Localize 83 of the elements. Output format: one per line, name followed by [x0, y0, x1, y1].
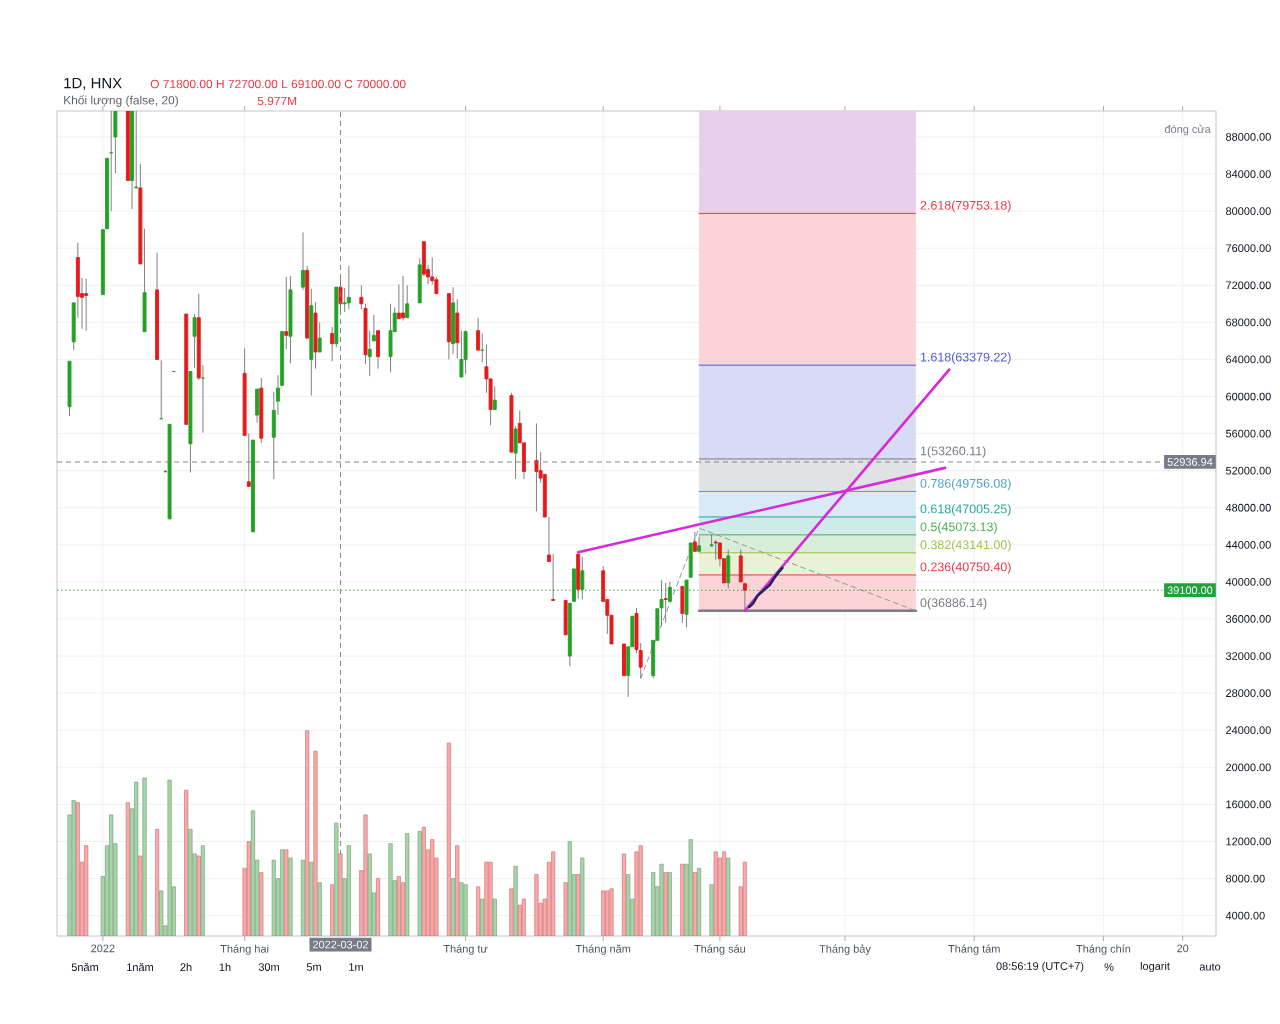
candlestick — [692, 531, 697, 552]
y-tick-label: 36000.00 — [1225, 615, 1271, 623]
text: Khối lượng (false, 20) — [64, 95, 178, 107]
text: 2h — [180, 963, 192, 971]
candlestick — [476, 317, 481, 351]
x-tick-label: Tháng hai — [220, 944, 269, 955]
y-tick-label: 32000.00 — [1225, 652, 1271, 660]
y-tick-label: 48000.00 — [1225, 503, 1271, 512]
text: 5năm — [71, 962, 98, 972]
candlestick — [200, 364, 205, 434]
series-label: 0.5(45073.13) — [920, 522, 997, 534]
ref-line-label: 2022-03-02 — [313, 940, 368, 949]
y-tick-label: 56000.00 — [1225, 429, 1271, 438]
text: % — [1104, 963, 1114, 971]
candlestick — [697, 536, 701, 552]
series-label: 1(53260.11) — [921, 446, 986, 458]
text: 5.977M — [257, 96, 297, 106]
candlestick — [301, 231, 305, 291]
ref-line-label: 52936.94 — [1167, 458, 1213, 466]
y-tick-label: 24000.00 — [1226, 726, 1271, 735]
series-label: 0(36886.14) — [920, 597, 987, 610]
candlestick — [534, 422, 539, 512]
text: 1h — [219, 963, 231, 971]
ref-line-label: 39100.00 — [1167, 586, 1213, 595]
candlestick — [346, 265, 351, 310]
y-tick-label: 20000.00 — [1226, 763, 1271, 772]
text: 08:56:19 (UTC+7) — [996, 961, 1084, 973]
y-tick-label: 16000.00 — [1226, 800, 1271, 809]
series-label: 0.382(43141.00) — [920, 539, 1011, 552]
candlestick — [342, 287, 347, 313]
text: 1m — [349, 963, 363, 971]
candlestick — [367, 330, 372, 377]
candlestick — [580, 556, 585, 600]
y-tick-label: 40000.00 — [1225, 578, 1271, 586]
y-tick-label: 84000.00 — [1226, 170, 1271, 178]
y-tick-label: 12000.00 — [1226, 837, 1271, 846]
x-tick-label: Tháng tám — [948, 944, 1000, 955]
y-tick-label: 72000.00 — [1226, 281, 1271, 290]
series-label: 1.618(63379.22) — [921, 352, 1011, 364]
x-tick-label: 2022 — [91, 944, 115, 953]
y-tick-label: 60000.00 — [1226, 392, 1271, 401]
series-label: 0.786(49756.08) — [920, 478, 1011, 491]
text: 5m — [306, 963, 321, 971]
x-tick-label: Tháng bảy — [819, 944, 871, 955]
text: O 71800.00 H 72700.00 L 69100.00 C 70000.00 — [150, 79, 406, 89]
series-label: 0.618(47005.25) — [920, 504, 1011, 516]
text: 1năm — [127, 962, 153, 972]
candlestick — [84, 278, 89, 332]
candlestick — [713, 539, 718, 561]
y-tick-label: 68000.00 — [1226, 318, 1271, 327]
y-tick-label: 44000.00 — [1225, 540, 1271, 549]
candlestick — [663, 582, 668, 624]
x-tick-label: Tháng chín — [1076, 944, 1131, 955]
candlestick — [401, 275, 405, 321]
x-tick-label: 20 — [1177, 944, 1189, 953]
candlestick — [492, 385, 497, 410]
candlestick — [317, 321, 322, 353]
text: 30m — [258, 963, 279, 971]
x-tick-label: Tháng tư — [443, 944, 488, 955]
candlestick — [551, 553, 556, 601]
y-tick-label: 4000.00 — [1225, 911, 1265, 920]
series-label: 2.618(79753.18) — [920, 200, 1011, 213]
y-tick-label: 8000.00 — [1226, 874, 1265, 883]
candlestick — [742, 582, 747, 611]
series-label: 0.236(40750.40) — [920, 562, 1011, 574]
y-tick-label: 88000.00 — [1226, 133, 1271, 141]
candlestick — [330, 326, 335, 362]
annotation: đóng cửa — [1164, 124, 1211, 136]
y-tick-label: 52000.00 — [1225, 466, 1271, 475]
y-tick-label: 76000.00 — [1226, 244, 1271, 253]
candlestick — [459, 330, 464, 378]
candlestick — [192, 313, 197, 369]
line-series — [747, 566, 784, 609]
x-tick-label: Tháng năm — [575, 944, 631, 955]
candlestick — [371, 314, 376, 342]
y-tick-label: 80000.00 — [1226, 207, 1271, 215]
chart-title: 1D, HNX — [64, 77, 122, 91]
candlestick — [284, 276, 289, 350]
text: logarit — [1140, 961, 1170, 973]
y-tick-label: 64000.00 — [1226, 355, 1271, 364]
text: auto — [1199, 963, 1221, 971]
y-tick-label: 28000.00 — [1226, 689, 1271, 698]
x-tick-label: Tháng sáu — [694, 944, 746, 955]
